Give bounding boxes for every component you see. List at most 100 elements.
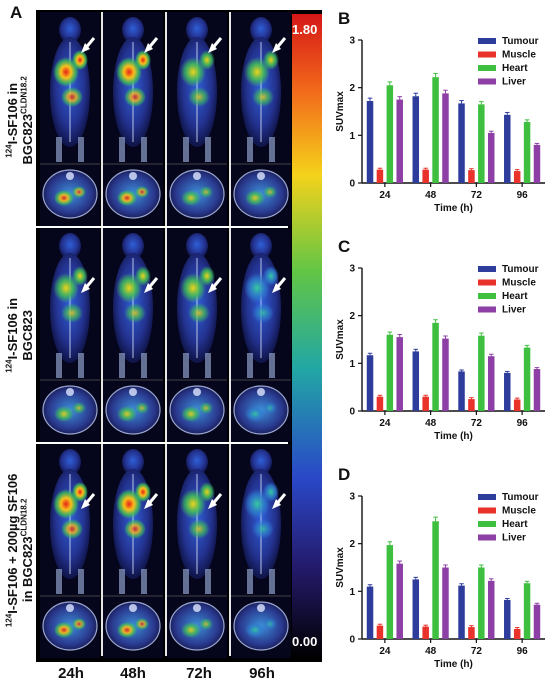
colorbar-max-label: 1.80	[292, 22, 318, 37]
bar	[478, 104, 485, 183]
y-tick-label: 3	[349, 36, 355, 47]
y-tick-label: 1	[349, 359, 355, 370]
time-label-72h: 72h	[186, 665, 212, 682]
bar	[442, 93, 449, 183]
y-tick-label: 1	[349, 587, 355, 598]
bar	[523, 121, 531, 183]
pet-tile	[40, 228, 100, 442]
colorbar	[292, 14, 322, 658]
bar	[386, 545, 394, 639]
x-tick-label: 96	[517, 190, 529, 201]
bar-chart-c: C 0 1 2 3 SUVmax Time (h) 24 48 72 96 Tumour Muscle H…	[335, 237, 545, 442]
legend-swatch	[478, 38, 496, 44]
bar	[458, 585, 465, 639]
pet-tile	[231, 12, 291, 226]
bar	[376, 625, 384, 639]
x-tick-label: 48	[425, 646, 437, 657]
bar	[523, 347, 531, 411]
pet-tile	[167, 444, 227, 658]
bar-chart-d: D 0 1 2 3 SUVmax Time (h) 24 48 72 96 Tumour Muscle H…	[335, 465, 545, 670]
bar	[396, 99, 403, 183]
row-label-2: 124I-SF106 in BGC823	[4, 297, 36, 373]
bar	[386, 334, 394, 411]
legend-label: Muscle	[502, 50, 536, 61]
bar	[468, 627, 475, 639]
bar	[523, 583, 531, 639]
bar	[422, 626, 429, 639]
bar	[487, 580, 495, 639]
legend-label: Heart	[502, 291, 528, 302]
legend-label: Liver	[502, 77, 526, 88]
bar	[366, 355, 374, 411]
legend-label: Tumour	[502, 264, 539, 275]
row-label-3: 124I-SF106 + 200µg SF106 in BGC823CLDN18…	[4, 473, 36, 628]
bar	[366, 101, 374, 183]
x-tick-label: 72	[471, 190, 483, 201]
x-axis-label: Time (h)	[434, 203, 473, 214]
colorbar-min-label: 0.00	[292, 634, 318, 649]
bar	[533, 144, 541, 183]
bar	[432, 322, 439, 411]
bar	[513, 171, 521, 183]
bar	[468, 399, 475, 411]
legend-swatch	[478, 293, 496, 299]
bar	[513, 399, 521, 411]
bar	[533, 604, 541, 639]
bar	[386, 85, 394, 183]
bar	[376, 396, 384, 411]
x-tick-label: 72	[471, 418, 483, 429]
bar	[458, 103, 465, 183]
bar	[442, 338, 449, 411]
pet-tile	[167, 12, 227, 226]
y-tick-label: 3	[349, 264, 355, 275]
legend-swatch	[478, 306, 496, 313]
x-tick-label: 48	[425, 190, 437, 201]
y-tick-label: 1	[349, 131, 355, 142]
panel-letter: C	[338, 237, 350, 256]
y-axis-label: SUVmax	[335, 319, 346, 360]
bar	[458, 371, 465, 411]
legend-swatch	[478, 78, 496, 85]
legend-swatch	[478, 494, 496, 500]
bar	[504, 114, 511, 183]
pet-tile	[167, 228, 227, 442]
y-tick-label: 2	[349, 83, 355, 94]
x-tick-label: 24	[379, 646, 391, 657]
panel-letter: D	[338, 465, 350, 484]
bar	[513, 628, 521, 639]
x-tick-label: 72	[471, 646, 483, 657]
x-axis-label: Time (h)	[434, 431, 473, 442]
bar	[468, 170, 475, 183]
y-tick-label: 2	[349, 539, 355, 550]
legend-label: Heart	[502, 63, 528, 74]
legend-label: Tumour	[502, 36, 539, 47]
legend-swatch	[478, 65, 496, 71]
bar	[478, 335, 485, 411]
time-label-24h: 24h	[58, 665, 84, 682]
legend-swatch	[478, 266, 496, 272]
bar	[432, 521, 439, 639]
bar	[366, 586, 374, 639]
legend-label: Liver	[502, 305, 526, 316]
legend-label: Muscle	[502, 278, 536, 289]
bar	[412, 96, 420, 183]
panel-a-letter: A	[10, 3, 23, 22]
legend-swatch	[478, 534, 496, 541]
bar	[487, 356, 495, 411]
bar	[442, 567, 449, 639]
bar	[478, 567, 485, 639]
time-label-96h: 96h	[249, 665, 275, 682]
y-tick-label: 3	[349, 492, 355, 503]
legend-label: Muscle	[502, 506, 536, 517]
pet-tile	[103, 228, 163, 442]
pet-tile	[40, 12, 100, 226]
x-tick-label: 96	[517, 646, 529, 657]
legend-swatch	[478, 507, 496, 514]
pet-tile	[231, 444, 291, 658]
x-tick-label: 48	[425, 418, 437, 429]
legend-label: Tumour	[502, 492, 539, 503]
bar	[487, 132, 495, 183]
bar	[533, 369, 541, 411]
y-tick-label: 0	[349, 179, 355, 190]
